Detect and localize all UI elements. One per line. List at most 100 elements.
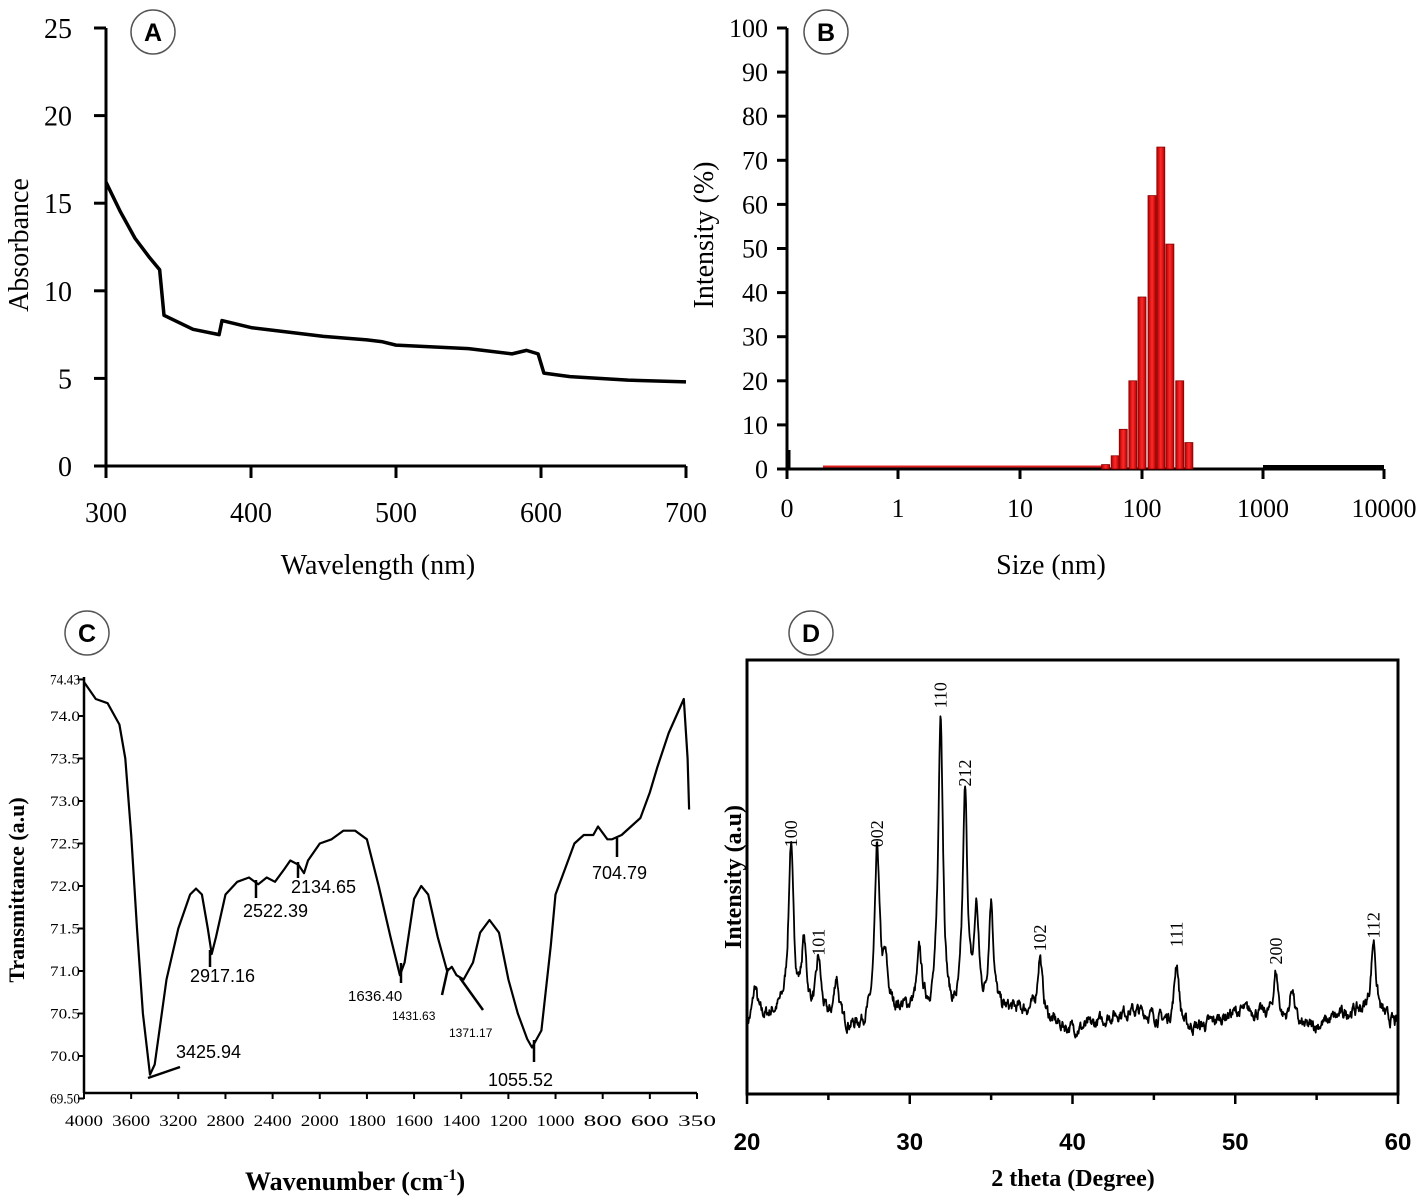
size-bar [1184,442,1194,470]
panel-label-circle [64,610,110,656]
absorbance-line [104,181,687,384]
peak-label: 200 [1266,937,1286,964]
y-tick-label: 30 [742,323,768,352]
x-axis-title-close: ) [456,1167,465,1196]
x-tick-label: 600 [520,498,562,529]
peak-annotation: 704.79 [592,863,647,883]
panel-label-d: D [788,610,834,656]
panel-d-xrd-chart: 20 30 40 50 60 100 101 002 110 212 102 111 200 112 2 t… [721,658,1412,1192]
y-tick-label: 0 [755,455,768,484]
x-tick-label: 2400 [254,1113,292,1130]
y-axis-title: Transmittance (a.u) [4,797,29,982]
panel-label-text: D [802,620,820,648]
panel-label-text: A [144,19,162,47]
y-tick-label: 20 [44,102,72,133]
panel-label-circle [788,610,834,656]
x-tick-label: 10 [1007,494,1033,523]
peak-annotation: 1371.17 [449,1026,493,1040]
peak-annotation: 2522.39 [243,901,308,921]
y-tick-label: 25 [44,14,72,45]
x-tick-label: 600 [631,1113,669,1130]
size-bar [1156,146,1166,470]
y-tick-label: 70 [742,146,768,175]
size-bar [1175,380,1185,470]
y-tick-label: 70.0 [50,1049,80,1065]
x-tick-label: 50 [1222,1129,1249,1156]
size-bar [1118,428,1128,470]
x-tick-label: 2000 [301,1113,339,1130]
panel-c-ftir-chart: 4000 3600 3200 2800 2400 2000 1800 1600 1400 1200… [4,672,716,1196]
panel-label-text: C [78,620,96,648]
panel-b-size-distribution-chart: 0 1 10 100 1000 10000 0 10 20 30 40 50 60 70 80 90 100 Si… [689,14,1417,581]
peak-annotation: 1636.40 [348,988,402,1005]
y-tick-label: 70.5 [50,1007,80,1023]
x-axis-title-superscript: -1 [443,1167,456,1184]
peak-annotation: 1055.52 [488,1070,553,1090]
x-tick-label: 1000 [1237,494,1289,523]
y-tick-label: 10 [742,411,768,440]
x-tick-label: 2800 [206,1113,244,1130]
size-bar [1128,380,1138,470]
panel-label-circle [803,9,849,55]
panel-label-c: C [64,610,110,656]
y-tick-label: 72.0 [50,879,80,895]
peak-label: 112 [1364,912,1384,938]
peak-annotation: 2917.16 [190,966,255,986]
y-tick-label: 90 [742,58,768,87]
y-tick-label: 100 [729,14,768,43]
peak-label: 101 [809,929,829,956]
x-tick-label: 3600 [112,1113,150,1130]
x-tick-label: 10000 [1352,494,1417,523]
x-tick-label: 350 [678,1113,716,1130]
y-tick-label: 74.0 [50,709,80,725]
x-tick-label: 1000 [537,1113,575,1130]
x-axis-title: Wavelength (nm) [281,550,475,581]
x-tick-label: 30 [896,1129,923,1156]
x-tick-label: 40 [1059,1129,1086,1156]
panel-label-circle [130,9,176,55]
plot-frame [745,658,1400,1096]
x-axis-title-main: Wavenumber (cm [245,1167,443,1196]
x-tick-label: 60 [1385,1129,1412,1156]
x-tick-label: 4000 [65,1113,103,1130]
size-bar [1101,464,1110,470]
x-tick-label: 1400 [442,1113,480,1130]
x-tick-label: 300 [85,498,127,529]
y-tick-label: 10 [44,277,72,308]
annotation-leader [440,967,450,996]
y-axis-title: Intensity (%) [689,162,720,309]
annotation-leader [147,1065,181,1080]
x-tick-label: 1 [892,494,905,523]
y-tick-label: 80 [742,102,768,131]
x-tick-label: 3200 [159,1113,197,1130]
y-tick-label: 5 [58,364,72,395]
y-tick-label: 71.0 [50,964,80,980]
peak-label: 102 [1030,924,1050,951]
y-tick-label: 73.5 [50,752,80,768]
size-bar [1137,296,1147,470]
y-tick-label: 69.50 [50,1092,80,1108]
y-tick-label: 60 [742,190,768,219]
y-tick-label: 73.0 [50,794,80,810]
y-tick-label: 50 [742,235,768,264]
y-axis-title: Absorbance [4,178,35,312]
panel-label-b: B [803,9,849,55]
x-tick-label: 700 [665,498,707,529]
x-tick-label: 1800 [348,1113,386,1130]
x-axis-title: Wavenumber (cm-1) [245,1167,465,1196]
y-tick-label: 20 [742,367,768,396]
annotation-leader [458,977,485,1011]
x-tick-label: 400 [230,498,272,529]
y-tick-label: 74.43 [50,672,80,688]
size-bar [1165,243,1175,470]
peak-label: 002 [867,820,887,847]
x-axis-title: Size (nm) [996,550,1106,581]
x-axis-title: 2 theta (Degree) [991,1166,1154,1192]
peak-annotation: 1431.63 [392,1009,436,1023]
x-tick-label: 800 [584,1113,622,1130]
panel-label-a: A [130,9,176,55]
x-tick-label: 100 [1123,494,1162,523]
x-tick-label: 0 [781,494,794,523]
peak-label: 111 [1167,921,1187,947]
